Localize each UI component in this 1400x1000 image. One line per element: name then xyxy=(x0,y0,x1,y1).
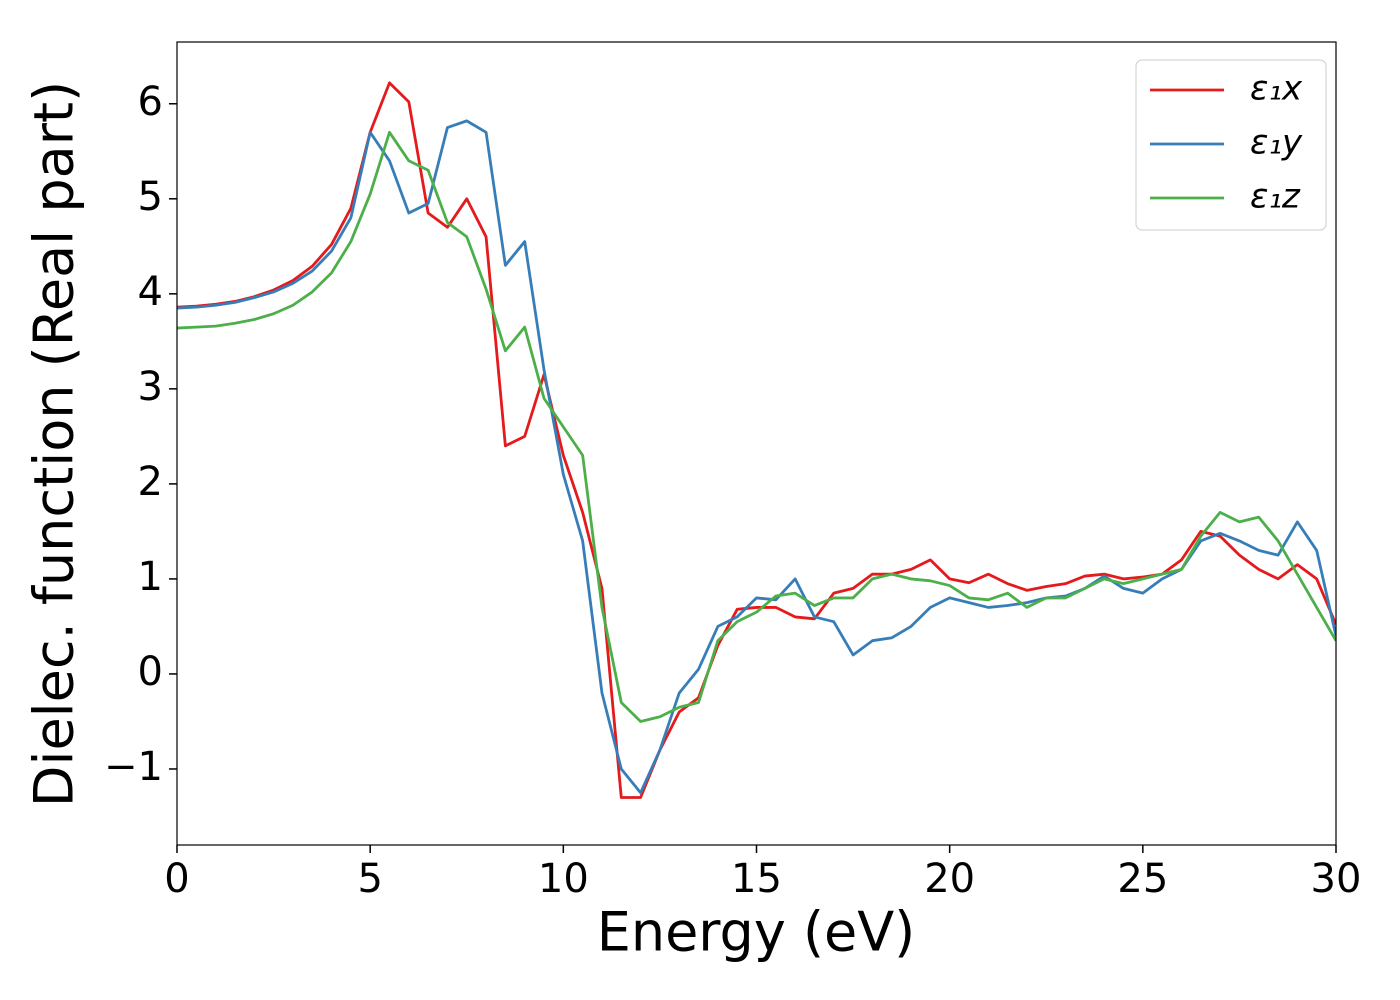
y-tick-label: 2 xyxy=(138,459,163,505)
legend-label: ε₁x xyxy=(1250,69,1303,109)
x-axis-label: Energy (eV) xyxy=(597,901,916,964)
y-tick-label: 1 xyxy=(138,554,163,600)
x-tick-label: 10 xyxy=(538,856,589,902)
legend-label: ε₁z xyxy=(1250,177,1301,217)
legend-label: ε₁y xyxy=(1250,123,1303,163)
y-tick-label: −1 xyxy=(104,744,163,790)
y-tick-label: 6 xyxy=(138,79,163,125)
y-tick-label: 3 xyxy=(138,364,163,410)
x-tick-label: 5 xyxy=(357,856,382,902)
x-tick-label: 25 xyxy=(1117,856,1168,902)
x-tick-label: 15 xyxy=(731,856,782,902)
y-tick-label: 5 xyxy=(138,174,163,220)
series-line xyxy=(177,130,1336,723)
y-axis-label: Dielec. function (Real part) xyxy=(23,81,86,807)
legend-box xyxy=(1135,59,1327,231)
y-tick-label: 4 xyxy=(138,269,163,315)
x-tick-label: 20 xyxy=(924,856,975,902)
x-tick-label: 0 xyxy=(164,856,189,902)
series-line xyxy=(177,119,1336,795)
y-tick-label: 0 xyxy=(138,649,163,695)
plot-frame xyxy=(176,41,1337,846)
x-tick-label: 30 xyxy=(1311,856,1362,902)
